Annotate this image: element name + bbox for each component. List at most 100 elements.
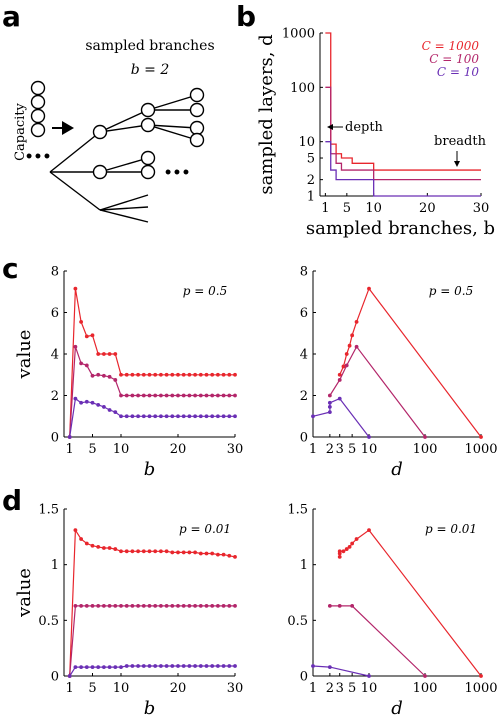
data-point [159,414,163,419]
data-point [233,603,237,608]
data-point [170,414,175,419]
data-point [479,435,483,439]
data-point [124,603,129,608]
data-point [96,665,101,669]
data-point [216,664,220,668]
tree-branch [99,209,149,223]
data-point [210,603,215,608]
data-point [96,372,101,377]
data-point [67,435,72,439]
data-point [119,393,123,398]
data-point [344,352,349,356]
data-point [193,664,198,668]
panel-letter-b: b [236,0,256,33]
y-tick-label: 1.5 [287,503,308,518]
data-point [347,343,352,348]
data-point [354,537,359,541]
data-point [350,603,355,608]
capacity-stack [30,80,46,138]
depth-annotation: depth [345,120,384,135]
x-tick-label: 1000 [464,442,497,457]
data-point [210,664,215,668]
y-tick-label: 4 [300,348,308,363]
data-point [327,393,332,398]
data-point [130,372,135,377]
data-point [124,393,129,398]
data-point [124,372,129,377]
data-point [193,414,198,419]
data-point [79,400,83,405]
data-point [341,364,346,369]
y-tick-label: 0.5 [287,614,308,629]
data-point [153,549,158,554]
data-point [187,550,192,555]
data-point [221,552,226,557]
data-point [227,393,232,398]
data-point [216,414,220,419]
diagram-title: sampled branches [85,38,214,54]
data-point [73,665,78,669]
series-line [329,345,426,438]
data-point [84,541,89,546]
data-point [113,603,118,608]
data-point [187,393,192,398]
data-point [107,352,112,356]
data-point [204,393,209,398]
x-tick-label: 2 [326,442,334,457]
data-point [113,665,118,669]
tree-branch [49,131,101,173]
data-point [141,393,146,398]
data-point [227,372,232,377]
tree-node [92,124,108,140]
x-tick-label: 1 [309,442,317,457]
y-tick-label: 100 [290,81,315,96]
data-point [350,541,355,546]
data-point [102,352,106,356]
data-point [210,551,215,556]
x-tick-label: 5 [88,681,96,696]
tree-ellipsis: ••• [164,165,191,181]
data-point [367,674,371,678]
data-point [153,664,158,668]
data-point [84,399,89,404]
data-point [102,546,106,550]
data-point [198,664,203,668]
data-point [79,361,83,366]
capacity-node [30,122,46,138]
data-point [96,544,101,549]
data-point [136,549,141,554]
y-tick-label: 10 [298,135,315,150]
data-point [130,549,135,554]
capacity-node [30,108,46,124]
x-tick-label: 20 [419,201,436,216]
data-point [170,550,175,555]
branch-tree [49,87,205,223]
x-axis-label: d [391,459,403,480]
data-point [102,665,106,669]
data-point [107,408,112,412]
y-tick-label: 1 [51,558,59,573]
data-point [136,664,141,668]
data-point [216,372,220,377]
legend-entry: C = 1000 [422,39,480,53]
tree-node [140,102,156,118]
data-point [423,435,427,439]
x-tick-label: 10 [113,681,130,696]
data-point [227,603,232,608]
data-point [73,603,78,608]
data-point [216,552,220,557]
x-axis-label: b [144,459,156,480]
data-point [90,665,95,669]
data-point [193,372,198,377]
y-axis-label: value [14,568,35,618]
data-point [337,372,342,377]
x-tick-label: 30 [473,201,490,216]
data-point [67,674,72,678]
x-tick-label: 1 [309,681,317,696]
x-tick-label: 2 [326,681,334,696]
y-tick-label: 5 [307,152,315,167]
data-point [130,393,135,398]
data-point [136,372,141,377]
